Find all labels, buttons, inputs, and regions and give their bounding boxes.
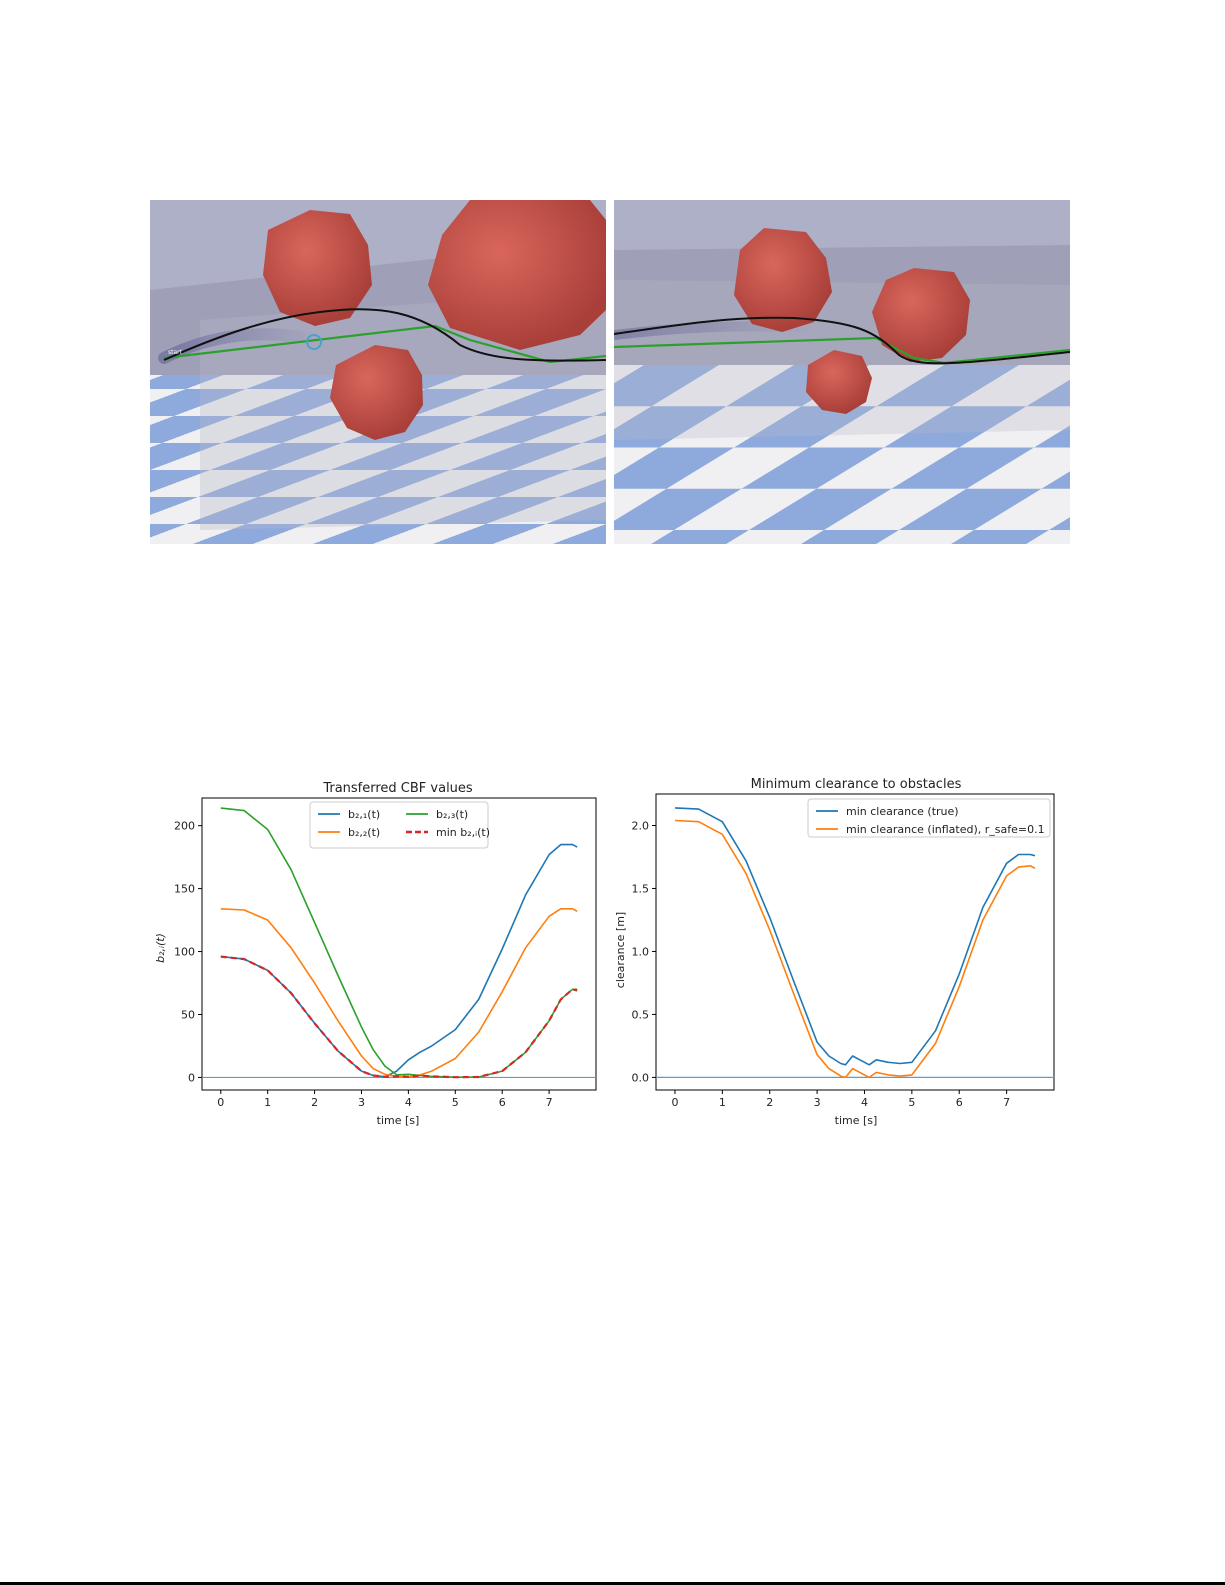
legend-label: b₂,₁(t) xyxy=(348,808,380,821)
x-axis-label: time [s] xyxy=(377,1114,420,1127)
x-tick-label: 1 xyxy=(719,1096,726,1109)
series-line-1 xyxy=(220,843,578,1078)
scene-right-canvas xyxy=(614,200,1070,544)
x-tick-label: 7 xyxy=(1003,1096,1010,1109)
page-bottom-rule xyxy=(0,1582,1225,1585)
obstacle-sphere-top-right xyxy=(872,268,970,362)
x-tick-label: 6 xyxy=(956,1096,963,1109)
series-line-2 xyxy=(220,908,578,1078)
legend-label: b₂,₂(t) xyxy=(348,826,380,839)
x-tick-label: 3 xyxy=(814,1096,821,1109)
trajectory xyxy=(614,316,1070,365)
series-line-2 xyxy=(674,819,1036,1079)
y-tick-label: 100 xyxy=(174,946,195,959)
y-axis-label: clearance [m] xyxy=(614,912,627,988)
chart-title: Transferred CBF values xyxy=(322,781,473,796)
x-tick-label: 5 xyxy=(452,1096,459,1109)
legend-box xyxy=(807,798,1051,838)
obstacle-sphere-top-right xyxy=(428,200,606,350)
y-tick-label: 200 xyxy=(174,820,195,833)
motion-trail xyxy=(158,328,326,364)
y-axis-label: b₂,ᵢ(t) xyxy=(154,933,167,963)
obstacle-sphere-top-left xyxy=(263,210,372,326)
chart-title: Minimum clearance to obstacles xyxy=(751,778,962,792)
x-tick-label: 1 xyxy=(264,1096,271,1109)
scene-left-canvas: start xyxy=(150,200,606,544)
x-tick-label: 2 xyxy=(311,1096,318,1109)
legend-label: min b₂,ᵢ(t) xyxy=(436,826,490,839)
x-tick-label: 3 xyxy=(358,1096,365,1109)
obstacle-sphere-bottom xyxy=(806,350,872,414)
legend-box xyxy=(309,801,489,849)
x-tick-label: 5 xyxy=(908,1096,915,1109)
y-tick-label: 0.0 xyxy=(632,1071,650,1084)
y-tick-label: 2.0 xyxy=(632,819,650,832)
clearance-chart: Minimum clearance to obstacles time [s] … xyxy=(612,778,1072,1146)
obstacle-sphere-top-left xyxy=(734,228,832,332)
plot-frame xyxy=(655,793,1055,1091)
simulation-scene-left: start xyxy=(150,200,606,544)
x-tick-label: 7 xyxy=(546,1096,553,1109)
series-line-3 xyxy=(220,807,578,1079)
y-tick-label: 0 xyxy=(188,1071,195,1084)
plot-frame xyxy=(201,797,597,1091)
y-tick-label: 1.5 xyxy=(632,882,650,895)
x-tick-label: 2 xyxy=(766,1096,773,1109)
simulation-scene-right xyxy=(614,200,1070,544)
trajectory xyxy=(163,308,606,362)
drone-marker xyxy=(306,334,322,350)
series-line-1 xyxy=(674,807,1036,1066)
cbf-values-plot: Transferred CBF values time [s] b₂,ᵢ(t) … xyxy=(154,781,597,1127)
obstacle-sphere-bottom xyxy=(330,345,423,440)
y-tick-label: 150 xyxy=(174,883,195,896)
x-tick-label: 4 xyxy=(405,1096,412,1109)
x-tick-label: 6 xyxy=(499,1096,506,1109)
legend-label: b₂,₃(t) xyxy=(436,808,468,821)
clearance-plot: Minimum clearance to obstacles time [s] … xyxy=(614,778,1055,1127)
y-tick-label: 1.0 xyxy=(632,945,650,958)
y-tick-label: 0.5 xyxy=(632,1008,650,1021)
x-tick-label: 0 xyxy=(671,1096,678,1109)
x-axis-label: time [s] xyxy=(835,1114,878,1127)
cbf-values-chart: Transferred CBF values time [s] b₂,ᵢ(t) … xyxy=(150,778,610,1146)
reference-path xyxy=(614,336,1070,365)
x-tick-label: 0 xyxy=(217,1096,224,1109)
start-label: start xyxy=(168,349,183,356)
y-tick-label: 50 xyxy=(181,1008,195,1021)
legend-label: min clearance (true) xyxy=(846,805,959,818)
x-tick-label: 4 xyxy=(861,1096,868,1109)
series-line-4 xyxy=(220,955,578,1079)
legend-label: min clearance (inflated), r_safe=0.1 xyxy=(846,823,1045,836)
